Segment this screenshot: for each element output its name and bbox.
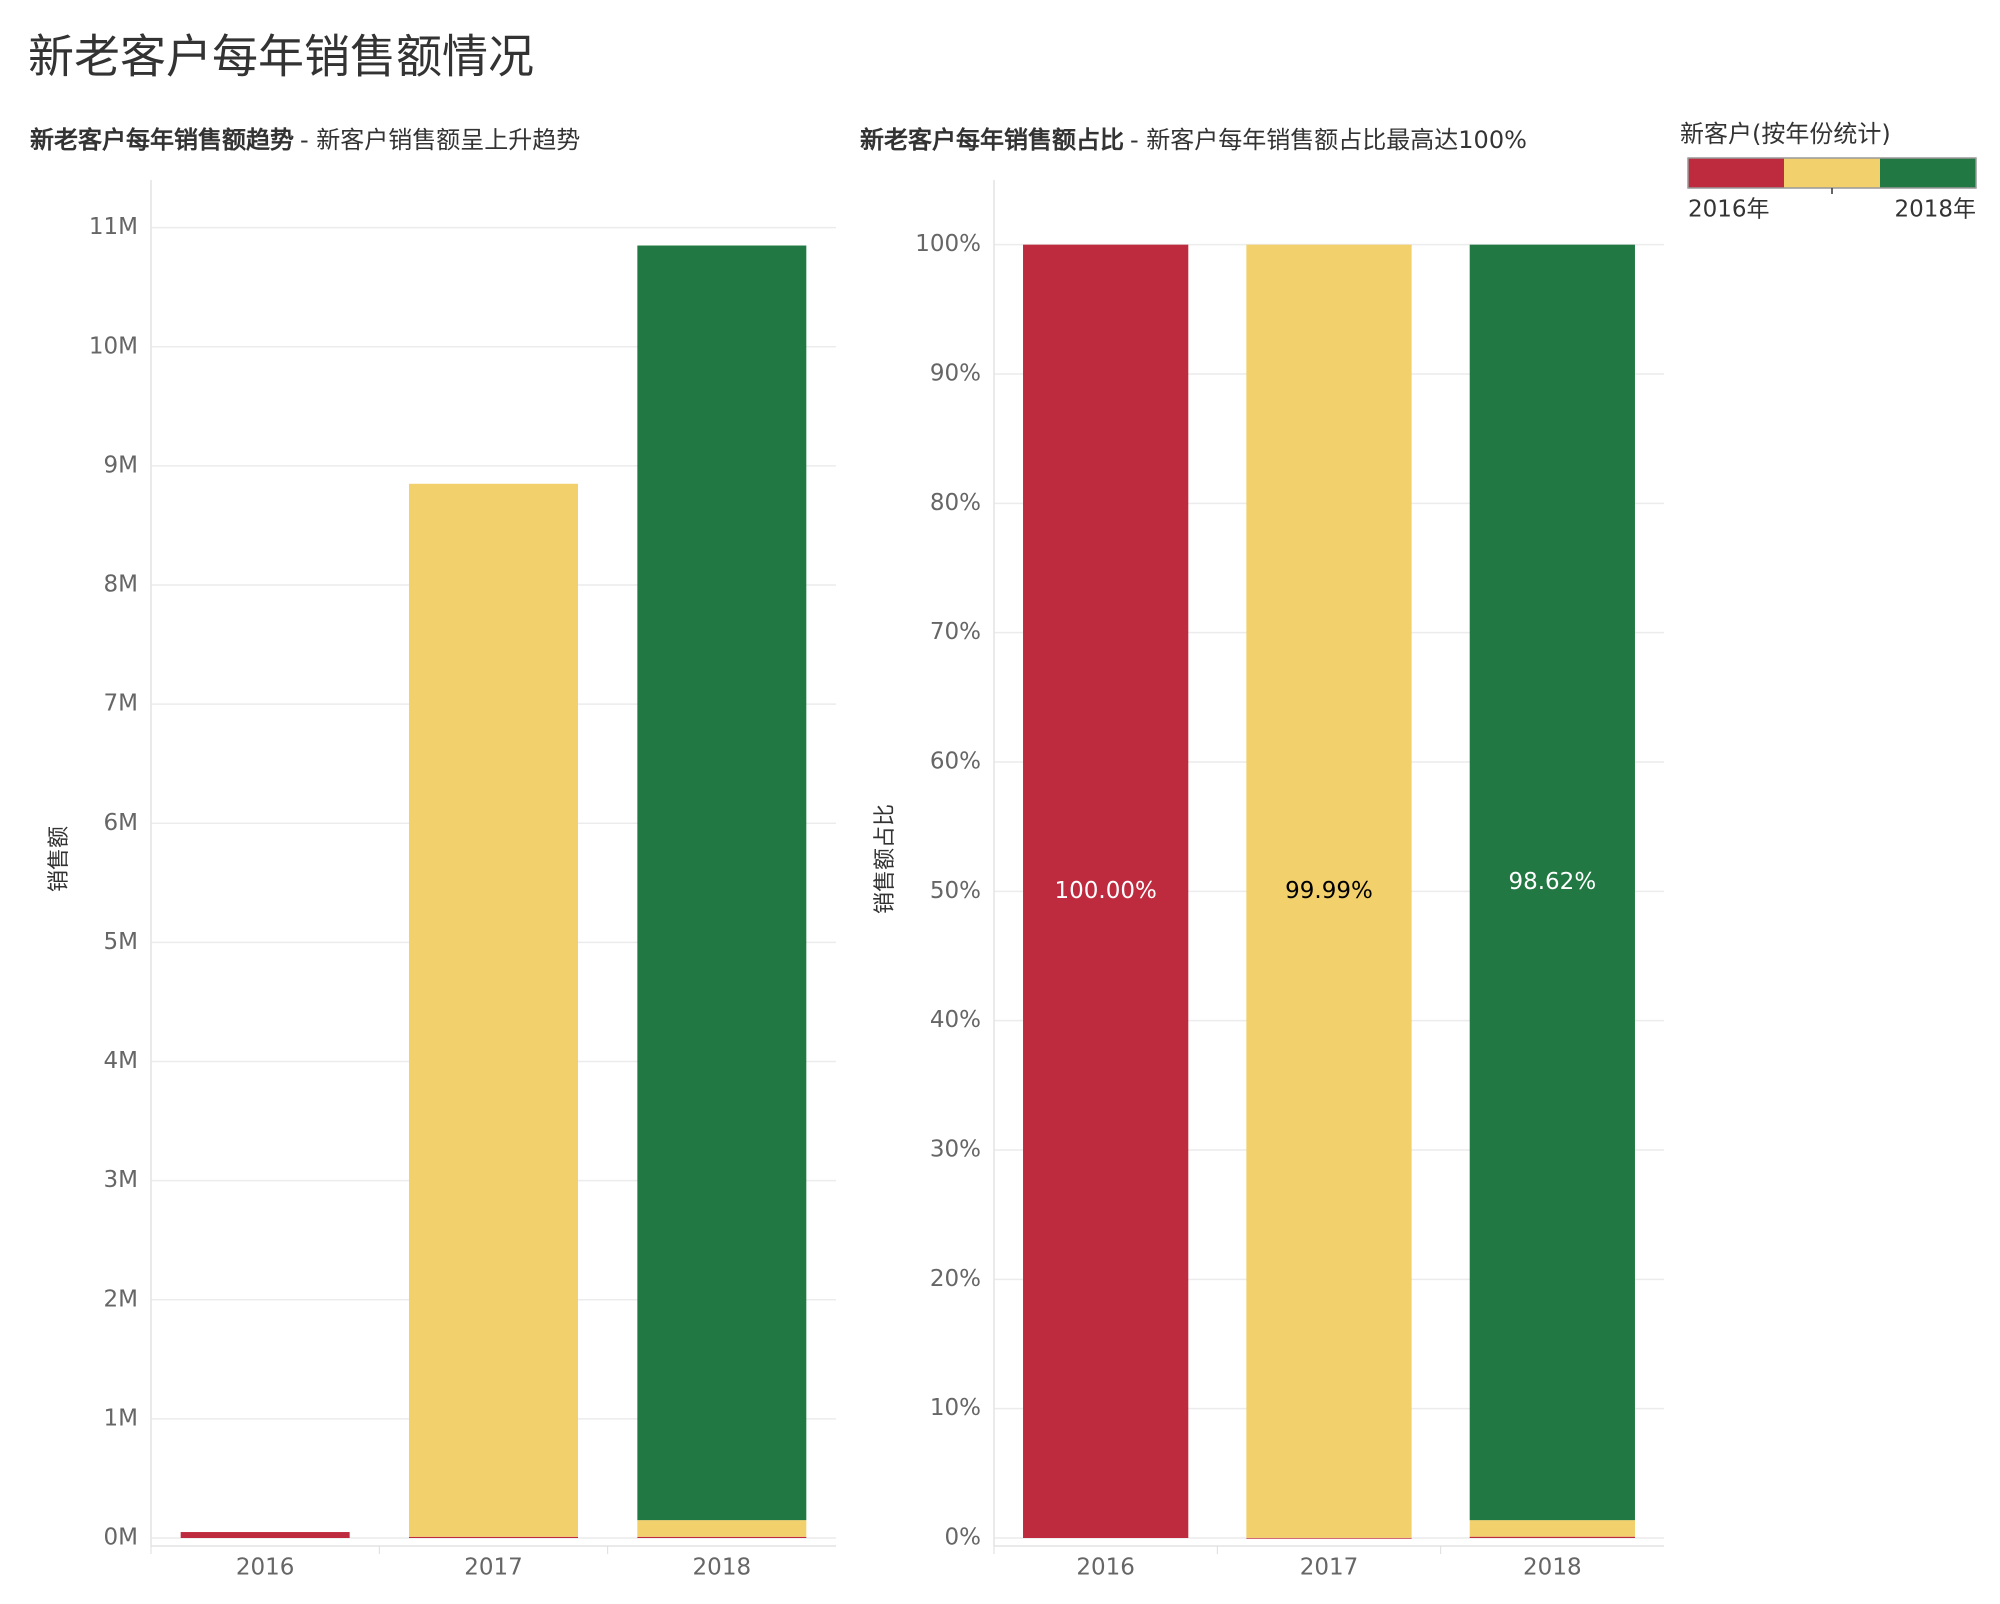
y-tick-label: 8M — [104, 572, 138, 598]
y-tick-label: 11M — [89, 214, 138, 240]
y-tick-label: 6M — [104, 810, 138, 836]
y-tick-label: 100% — [915, 231, 981, 257]
chart-subtitle: - 新客户每年销售额占比最高达100% — [1130, 126, 1527, 154]
y-tick-label: 30% — [930, 1137, 981, 1163]
y-tick-label: 60% — [930, 749, 981, 775]
y-tick-label: 80% — [930, 490, 981, 516]
y-tick-label: 90% — [930, 361, 981, 387]
y-tick-label: 70% — [930, 619, 981, 645]
legend-title: 新客户(按年份统计) — [1680, 120, 1891, 148]
chart-title-main: 新老客户每年销售额趋势 — [30, 126, 294, 154]
y-tick-label: 5M — [104, 929, 138, 955]
y-tick-label: 10M — [89, 333, 138, 359]
chart-title-main: 新老客户每年销售额占比 — [860, 126, 1124, 154]
y-tick-label: 9M — [104, 452, 138, 478]
y-tick-label: 0% — [945, 1525, 982, 1551]
y-tick-label: 10% — [930, 1395, 981, 1421]
bar-segment — [637, 1520, 807, 1537]
x-tick-label: 2017 — [1300, 1555, 1359, 1581]
legend-label: 2016年 — [1688, 197, 1770, 223]
x-tick-label: 2017 — [464, 1555, 523, 1581]
bar-segment — [1469, 1536, 1635, 1538]
legend-label: 2018年 — [1894, 197, 1976, 223]
y-tick-label: 3M — [104, 1167, 138, 1193]
bar-segment — [1246, 244, 1412, 1538]
value-label: 98.62% — [1508, 869, 1596, 895]
legend-swatch — [1688, 158, 1784, 188]
y-tick-label: 1M — [104, 1405, 138, 1431]
y-tick-label: 20% — [930, 1266, 981, 1292]
bar-segment — [637, 245, 807, 1521]
x-tick-label: 2018 — [693, 1555, 752, 1581]
chart-title: 新老客户每年销售额趋势 - 新客户销售额呈上升趋势 — [30, 126, 580, 154]
y-tick-label: 4M — [104, 1048, 138, 1074]
value-label: 100.00% — [1054, 878, 1156, 904]
y-axis-label: 销售额 — [47, 826, 72, 892]
value-label: 99.99% — [1285, 878, 1373, 904]
bar-segment — [409, 1536, 578, 1538]
y-axis-label: 销售额占比 — [873, 804, 898, 914]
bar-segment — [409, 483, 578, 1537]
bar-segment — [1469, 1520, 1635, 1537]
bar-segment — [180, 1532, 350, 1538]
x-tick-label: 2016 — [236, 1555, 295, 1581]
y-tick-label: 0M — [104, 1525, 138, 1551]
bar-segment — [1023, 244, 1189, 1539]
y-tick-label: 7M — [104, 691, 138, 717]
bar-segment — [637, 1536, 807, 1538]
legend-swatch — [1880, 158, 1976, 188]
x-tick-label: 2016 — [1076, 1555, 1135, 1581]
x-tick-label: 2018 — [1523, 1555, 1582, 1581]
bar-segment — [1469, 244, 1635, 1521]
chart-subtitle: - 新客户销售额呈上升趋势 — [300, 126, 580, 154]
bar-segment — [1246, 1537, 1412, 1539]
chart-title: 新老客户每年销售额占比 - 新客户每年销售额占比最高达100% — [860, 126, 1527, 154]
y-tick-label: 50% — [930, 878, 981, 904]
page-title: 新老客户每年销售额情况 — [28, 30, 534, 84]
y-tick-label: 40% — [930, 1007, 981, 1033]
y-tick-label: 2M — [104, 1286, 138, 1312]
legend-swatch — [1784, 158, 1880, 188]
